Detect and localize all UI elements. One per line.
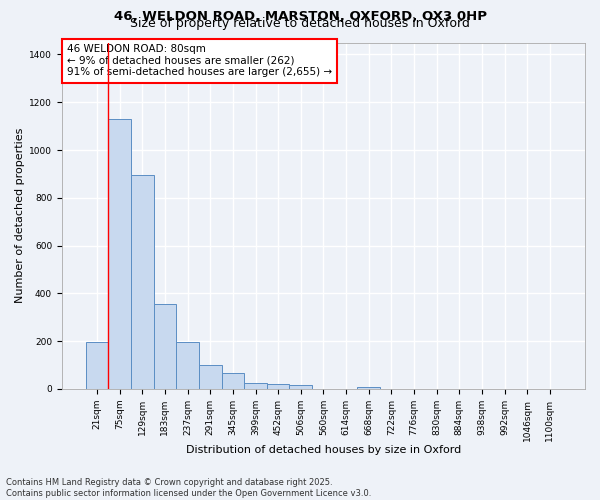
Bar [221,374,244,389]
Text: 46, WELDON ROAD, MARSTON, OXFORD, OX3 0HP: 46, WELDON ROAD, MARSTON, OXFORD, OX3 0H… [113,10,487,23]
Text: 46 WELDON ROAD: 80sqm
← 9% of detached houses are smaller (262)
91% of semi-deta: 46 WELDON ROAD: 80sqm ← 9% of detached h… [67,44,332,78]
Bar [267,384,289,389]
X-axis label: Distribution of detached houses by size in Oxford: Distribution of detached houses by size … [186,445,461,455]
Text: Contains HM Land Registry data © Crown copyright and database right 2025.
Contai: Contains HM Land Registry data © Crown c… [6,478,371,498]
Bar [86,342,109,389]
Bar [244,383,267,389]
Bar [154,304,176,389]
Bar [358,386,380,389]
Text: Size of property relative to detached houses in Oxford: Size of property relative to detached ho… [130,18,470,30]
Bar [289,386,312,389]
Bar [109,119,131,389]
Bar [176,342,199,389]
Bar [131,175,154,389]
Bar [199,365,221,389]
Y-axis label: Number of detached properties: Number of detached properties [15,128,25,304]
